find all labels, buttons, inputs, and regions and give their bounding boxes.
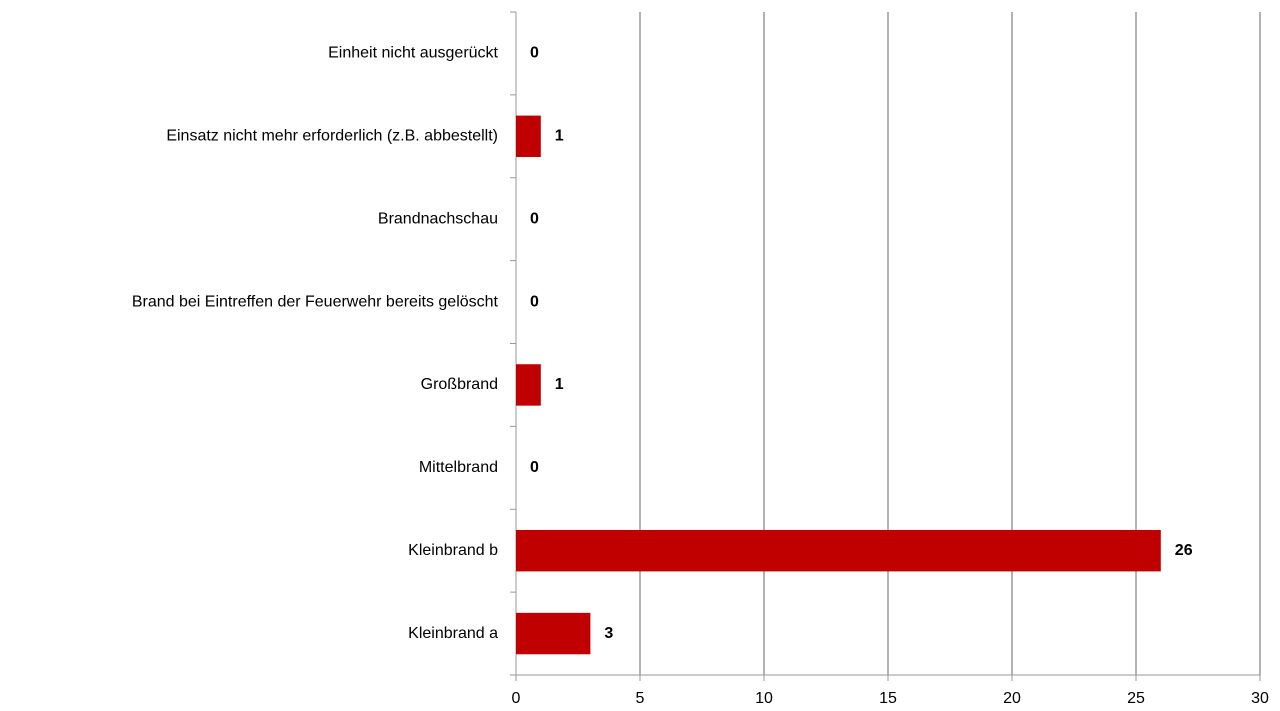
x-tick-label: 25 [1127,690,1145,707]
x-tick-label: 0 [512,690,521,707]
y-tick-label: Einheit nicht ausgerückt [328,45,498,62]
x-tick-label: 10 [755,690,773,707]
value-label: 0 [530,45,539,62]
value-label: 0 [530,459,539,476]
x-tick-label: 5 [636,690,645,707]
value-label: 0 [530,293,539,310]
value-label: 3 [604,625,613,642]
value-label: 26 [1175,542,1193,559]
y-tick-label: Kleinbrand b [408,542,498,559]
y-tick-label: Brand bei Eintreffen der Feuerwehr berei… [132,293,499,310]
bar [516,529,1161,572]
x-tick-label: 30 [1251,690,1269,707]
bar [516,612,591,655]
y-tick-label: Einsatz nicht mehr erforderlich (z.B. ab… [166,128,498,145]
y-tick-label: Mittelbrand [419,459,498,476]
y-tick-label: Großbrand [421,376,498,393]
value-label: 0 [530,210,539,227]
x-tick-label: 20 [1003,690,1021,707]
x-tick-label: 15 [879,690,897,707]
value-label: 1 [555,128,564,145]
y-tick-label: Brandnachschau [378,210,498,227]
bar [516,364,541,406]
value-label: 1 [555,376,564,393]
bar [516,115,541,158]
y-tick-label: Kleinbrand a [408,625,498,642]
